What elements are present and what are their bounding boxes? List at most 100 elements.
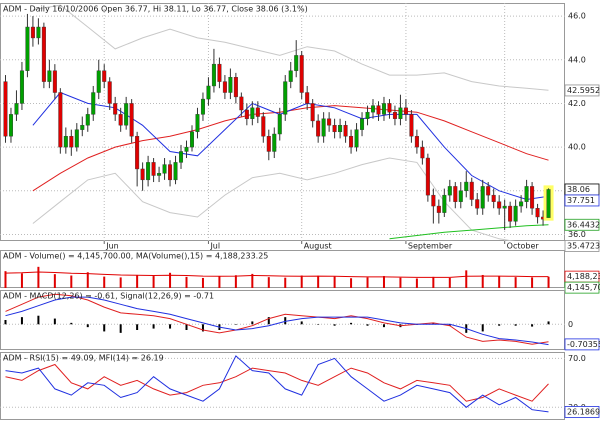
volume-bar — [350, 278, 353, 288]
candle-body — [409, 114, 414, 137]
volume-bar — [547, 276, 550, 288]
candle-body — [403, 107, 408, 115]
candle-body — [272, 133, 277, 152]
volume-bar — [136, 274, 139, 288]
candle-body — [261, 116, 266, 137]
candle-body — [502, 205, 507, 209]
overlay-line — [389, 224, 549, 240]
value-marker-label: 36.4432 — [567, 220, 600, 229]
y-tick-label: 70.0 — [568, 354, 586, 363]
candle-body — [239, 96, 244, 111]
candle-body — [376, 105, 381, 115]
value-marker — [564, 218, 600, 231]
histogram-bar — [317, 324, 320, 325]
volume-bar — [432, 276, 435, 288]
value-marker-label: 4,188,233 — [567, 272, 600, 281]
candle-body — [124, 103, 129, 126]
y-tick-label: 42.0 — [568, 99, 586, 108]
histogram-bar — [267, 317, 270, 325]
x-tick-label: October — [507, 242, 540, 251]
candle-body — [491, 194, 496, 202]
histogram-bar — [481, 324, 484, 332]
volume-bar — [465, 270, 468, 288]
candle-body — [316, 120, 321, 137]
candle-body — [365, 111, 370, 119]
histogram-bar — [169, 324, 172, 329]
volume-bar — [201, 277, 204, 288]
value-marker-label: 26.1869 — [567, 407, 600, 416]
histogram-bar — [514, 324, 517, 326]
y-tick-label: 0 — [568, 320, 573, 329]
candle-body — [162, 164, 167, 174]
value-marker — [564, 406, 600, 418]
volume-bar — [267, 277, 270, 288]
histogram-bar — [136, 324, 139, 330]
volume-bar — [399, 277, 402, 288]
value-marker-label: -0.70355 — [567, 340, 600, 349]
candle-body — [107, 81, 112, 104]
volume-bar — [103, 276, 106, 288]
panel-frame — [0, 250, 565, 288]
panel-title: ADM - RSI(15) = 49.09, MFI(14) = 26.19 — [3, 354, 164, 363]
histogram-bar — [4, 320, 7, 325]
candle-body — [74, 129, 79, 148]
candle-body — [25, 26, 30, 71]
histogram-bar — [251, 321, 254, 325]
candle-body — [486, 186, 491, 196]
volume-bar — [37, 266, 40, 288]
candle-body — [524, 186, 529, 202]
volume-bar — [4, 271, 7, 288]
x-tick-label: August — [304, 242, 332, 251]
candle-body — [513, 205, 518, 222]
histogram-bar — [201, 324, 204, 332]
candle-body — [228, 77, 233, 93]
volume-bar — [333, 276, 336, 288]
candle-body — [168, 164, 173, 181]
candle-body — [381, 103, 386, 115]
histogram-bar — [284, 317, 287, 325]
candle-body — [129, 103, 134, 137]
panel-frame — [0, 3, 565, 241]
candle-body — [530, 186, 535, 209]
histogram-bar — [448, 324, 451, 326]
panel-title: ADM - Volume() = 4,145,700.00, MA(Volume… — [3, 252, 268, 261]
volume-bar — [300, 275, 303, 288]
candle-body — [519, 201, 524, 207]
candle-body — [135, 135, 140, 170]
candle-body — [244, 109, 249, 119]
histogram-bar — [333, 324, 336, 326]
candle-body — [146, 162, 151, 181]
y-tick-label: 46.0 — [568, 12, 586, 21]
volume-bar — [70, 275, 73, 288]
panel-frame — [0, 352, 565, 420]
value-marker-label: 37.751 — [567, 196, 595, 205]
candle-body — [458, 190, 463, 202]
candle-body — [255, 107, 260, 117]
candle-body — [96, 70, 101, 93]
value-marker — [564, 194, 600, 207]
y-tick-label: 40.0 — [568, 143, 586, 152]
histogram-bar — [20, 317, 23, 325]
candle-body — [19, 70, 24, 104]
candle-body — [294, 55, 299, 71]
value-marker — [564, 84, 600, 97]
histogram-bar — [37, 315, 40, 325]
indicator-line — [5, 355, 549, 413]
candle-body — [436, 205, 441, 213]
candle-body — [85, 114, 90, 126]
candle-body — [299, 55, 304, 93]
histogram-bar — [531, 324, 534, 327]
value-marker-label: 38.06 — [567, 185, 590, 194]
value-marker — [564, 240, 600, 252]
candle-body — [332, 125, 337, 133]
candle-body — [266, 135, 271, 152]
candle-body — [442, 194, 447, 213]
candle-body — [118, 114, 123, 126]
candle-body — [217, 63, 222, 82]
volume-bar — [251, 273, 254, 288]
candle-body — [447, 186, 452, 196]
candle-body — [288, 70, 293, 82]
histogram-bar — [300, 321, 303, 325]
panel-title: ADM - MACD(12,26) = -0.61, Signal(12,26,… — [3, 292, 214, 301]
